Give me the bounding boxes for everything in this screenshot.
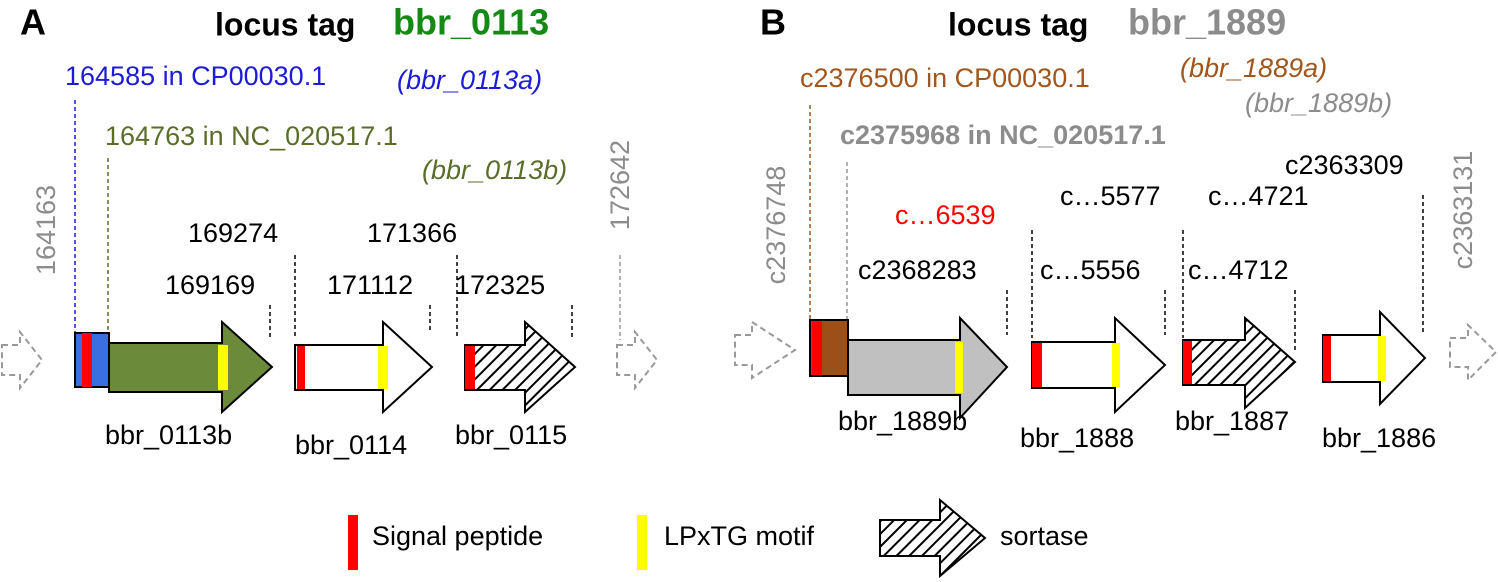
coord-label: c2368283 bbox=[858, 255, 977, 285]
legend-swatch bbox=[637, 515, 647, 570]
gene-map bbox=[1, 319, 659, 415]
locus-id: bbr_1889 bbox=[1128, 2, 1286, 43]
gene-label: bbr_0115 bbox=[455, 420, 567, 450]
legend-label: Signal peptide bbox=[372, 521, 543, 551]
coord-label: c…6539 bbox=[895, 200, 996, 230]
gene-variant: (bbr_1889a) bbox=[1180, 53, 1327, 83]
coord-label: 171112 bbox=[327, 270, 413, 300]
gene-label: bbr_1888 bbox=[1020, 423, 1134, 453]
coord-label: c2375968 in NC_020517.1 bbox=[840, 120, 1166, 150]
gene-label: bbr_1889b bbox=[838, 406, 967, 436]
coord-label: 164585 in CP00030.1 bbox=[65, 61, 326, 91]
coord-label: 164163 bbox=[31, 185, 61, 275]
gene-variant: (bbr_1889b) bbox=[1245, 88, 1392, 118]
coord-label: 169169 bbox=[165, 270, 255, 300]
legend-label: sortase bbox=[1000, 521, 1089, 551]
coord-label: c2376500 in CP00030.1 bbox=[800, 63, 1090, 93]
gene-label: bbr_0113b bbox=[105, 420, 232, 450]
gene-map bbox=[734, 309, 1498, 421]
legend-label: LPxTG motif bbox=[664, 521, 815, 551]
coord-label: c2363131 bbox=[1448, 151, 1478, 270]
legend: Signal peptide LPxTG motif sortase bbox=[348, 497, 1089, 579]
coord-label: c…5556 bbox=[1040, 255, 1141, 285]
panel-letter: B bbox=[760, 2, 786, 43]
gene-variant: (bbr_0113b) bbox=[422, 155, 567, 185]
gene-label: bbr_1886 bbox=[1322, 423, 1436, 453]
legend-swatch bbox=[879, 497, 987, 579]
coord-label: 172325 bbox=[455, 270, 545, 300]
locus-tag: locus tag bbox=[215, 6, 355, 42]
coord-label: 171366 bbox=[367, 218, 457, 248]
panel-letter: A bbox=[20, 2, 46, 43]
coord-label: 172642 bbox=[605, 140, 635, 230]
gene-label: bbr_1887 bbox=[1175, 406, 1289, 436]
gene-variant: (bbr_0113a) bbox=[397, 65, 542, 95]
coord-label: c2363309 bbox=[1285, 150, 1404, 180]
guide-lines bbox=[74, 100, 621, 340]
coord-label: c…5577 bbox=[1060, 181, 1161, 211]
coord-label: c…4721 bbox=[1208, 181, 1309, 211]
gene-label: bbr_0114 bbox=[295, 430, 407, 460]
locus-id: bbr_0113 bbox=[393, 2, 549, 43]
legend-swatch bbox=[348, 515, 358, 570]
coord-label: c…4712 bbox=[1188, 255, 1289, 285]
coord-label: 164763 in NC_020517.1 bbox=[105, 121, 398, 151]
coord-label: c2376748 bbox=[761, 166, 791, 285]
coord-label: 169274 bbox=[188, 218, 278, 248]
guide-lines bbox=[809, 105, 1424, 350]
locus-tag: locus tag bbox=[948, 6, 1088, 42]
